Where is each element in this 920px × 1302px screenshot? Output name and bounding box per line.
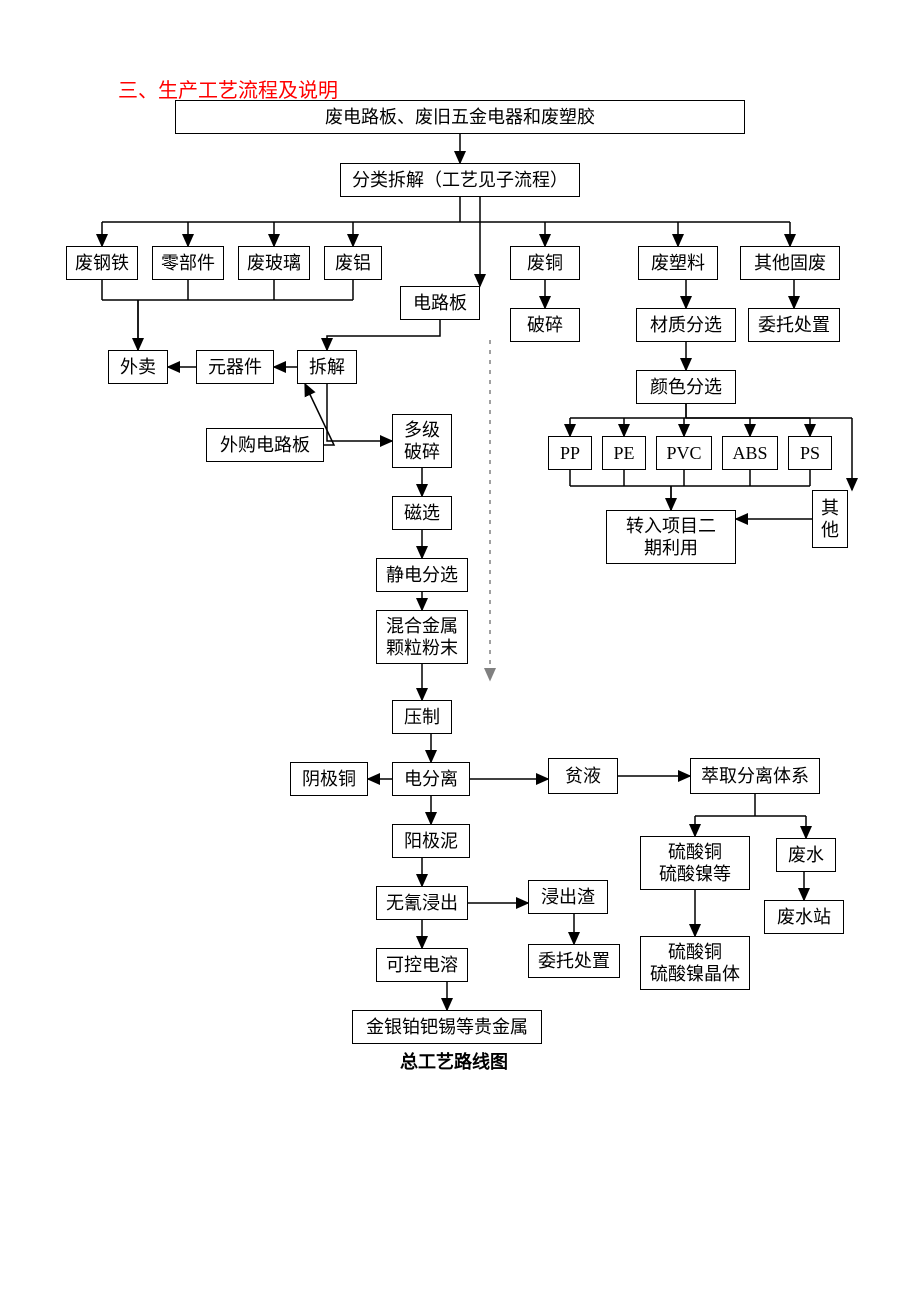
- node-n_cathode: 阴极铜: [290, 762, 368, 796]
- node-n_mcrush: 多级破碎: [392, 414, 452, 468]
- node-n_crush_cu: 破碎: [510, 308, 580, 342]
- node-n_parts: 零部件: [152, 246, 224, 280]
- node-n_other2: 其他: [812, 490, 848, 548]
- node-n_extract: 萃取分离体系: [690, 758, 820, 794]
- node-n_al: 废铝: [324, 246, 382, 280]
- node-n_dispose2: 委托处置: [528, 944, 620, 978]
- node-n_pvc: PVC: [656, 436, 712, 470]
- node-n_cu: 废铜: [510, 246, 580, 280]
- node-n_pp: PP: [548, 436, 592, 470]
- node-n_ps: PS: [788, 436, 832, 470]
- node-n_poor: 贫液: [548, 758, 618, 794]
- node-n_anode: 阳极泥: [392, 824, 470, 858]
- node-n_press: 压制: [392, 700, 452, 734]
- node-n_ctrl: 可控电溶: [376, 948, 468, 982]
- node-n_abs: ABS: [722, 436, 778, 470]
- section-heading: 三、生产工艺流程及说明: [118, 74, 338, 103]
- node-n_esep: 电分离: [392, 762, 470, 796]
- node-n_mat_sort: 材质分选: [636, 308, 736, 342]
- node-n_other: 其他固废: [740, 246, 840, 280]
- node-n_metals: 金银铂钯锡等贵金属: [352, 1010, 542, 1044]
- node-n_plastic: 废塑料: [638, 246, 718, 280]
- node-n_mix: 混合金属颗粒粉末: [376, 610, 468, 664]
- node-n_glass: 废玻璃: [238, 246, 310, 280]
- node-n_waste: 废水: [776, 838, 836, 872]
- node-n_classify: 分类拆解（工艺见子流程）: [340, 163, 580, 197]
- node-n_nocn: 无氰浸出: [376, 886, 468, 920]
- node-n_mag: 磁选: [392, 496, 452, 530]
- node-n_cuso4: 硫酸铜硫酸镍等: [640, 836, 750, 890]
- node-n_pe: PE: [602, 436, 646, 470]
- node-n_color: 颜色分选: [636, 370, 736, 404]
- node-n_input: 废电路板、废旧五金电器和废塑胶: [175, 100, 745, 134]
- node-n_dis: 拆解: [297, 350, 357, 384]
- node-n_residue: 浸出渣: [528, 880, 608, 914]
- node-n_pcb: 电路板: [400, 286, 480, 320]
- node-n_sell: 外卖: [108, 350, 168, 384]
- node-n_extpcb: 外购电路板: [206, 428, 324, 462]
- node-n_elec: 静电分选: [376, 558, 468, 592]
- node-n_comp: 元器件: [196, 350, 274, 384]
- node-n_wwst: 废水站: [764, 900, 844, 934]
- node-n_phase2: 转入项目二期利用: [606, 510, 736, 564]
- node-n_steel: 废钢铁: [66, 246, 138, 280]
- node-n_crystal: 硫酸铜硫酸镍晶体: [640, 936, 750, 990]
- diagram-caption: 总工艺路线图: [400, 1048, 508, 1074]
- node-n_dispose1: 委托处置: [748, 308, 840, 342]
